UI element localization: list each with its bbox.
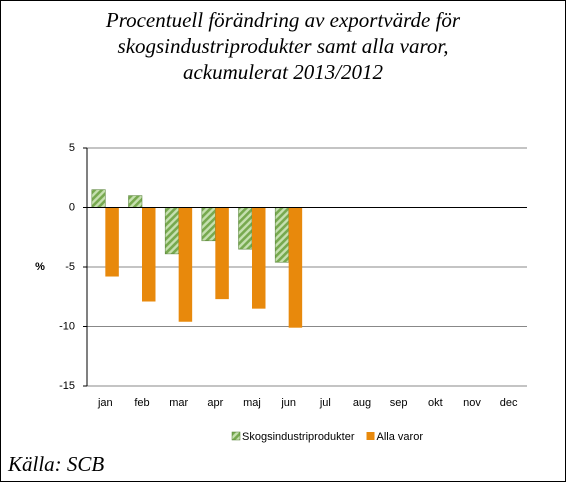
source: Källa: SCB — [7, 452, 104, 476]
x-tick-label: dec — [500, 397, 518, 409]
x-tick-label: sep — [390, 397, 408, 409]
bar — [238, 207, 253, 250]
x-tick-label: maj — [243, 397, 261, 409]
legend-swatch — [366, 432, 375, 440]
x-tick-label: okt — [428, 397, 443, 409]
x-tick-label: jan — [97, 397, 113, 409]
chart-title: ackumulerat 2013/2012 — [183, 60, 384, 84]
y-axis-label: % — [35, 261, 45, 273]
x-tick-label: feb — [134, 397, 149, 409]
bar — [142, 207, 156, 302]
bar — [252, 207, 266, 309]
bar — [215, 207, 229, 300]
y-tick-label: 0 — [69, 201, 75, 213]
bar — [128, 195, 143, 208]
bar — [91, 189, 106, 208]
bar — [274, 207, 289, 263]
bar — [164, 207, 179, 255]
x-tick-label: mar — [169, 397, 188, 409]
y-tick-label: -15 — [59, 380, 75, 392]
chart-title: Procentuell förändring av exportvärde fö… — [105, 8, 461, 32]
bar — [288, 207, 303, 328]
y-tick-label: -10 — [59, 320, 75, 332]
legend-label: Alla varor — [377, 431, 424, 443]
bar — [201, 207, 216, 242]
x-tick-label: jul — [319, 397, 331, 409]
x-tick-label: nov — [463, 397, 481, 409]
legend-swatch — [231, 431, 241, 441]
legend-label: Skogsindustriprodukter — [242, 431, 355, 443]
chart-title: skogsindustriprodukter samt alla varor, — [118, 34, 449, 58]
x-tick-label: apr — [207, 397, 223, 409]
y-tick-label: -5 — [65, 261, 75, 273]
bar — [178, 207, 193, 322]
y-tick-label: 5 — [69, 142, 75, 154]
bar — [105, 207, 119, 277]
x-tick-label: jun — [280, 397, 296, 409]
x-tick-label: aug — [353, 397, 371, 409]
